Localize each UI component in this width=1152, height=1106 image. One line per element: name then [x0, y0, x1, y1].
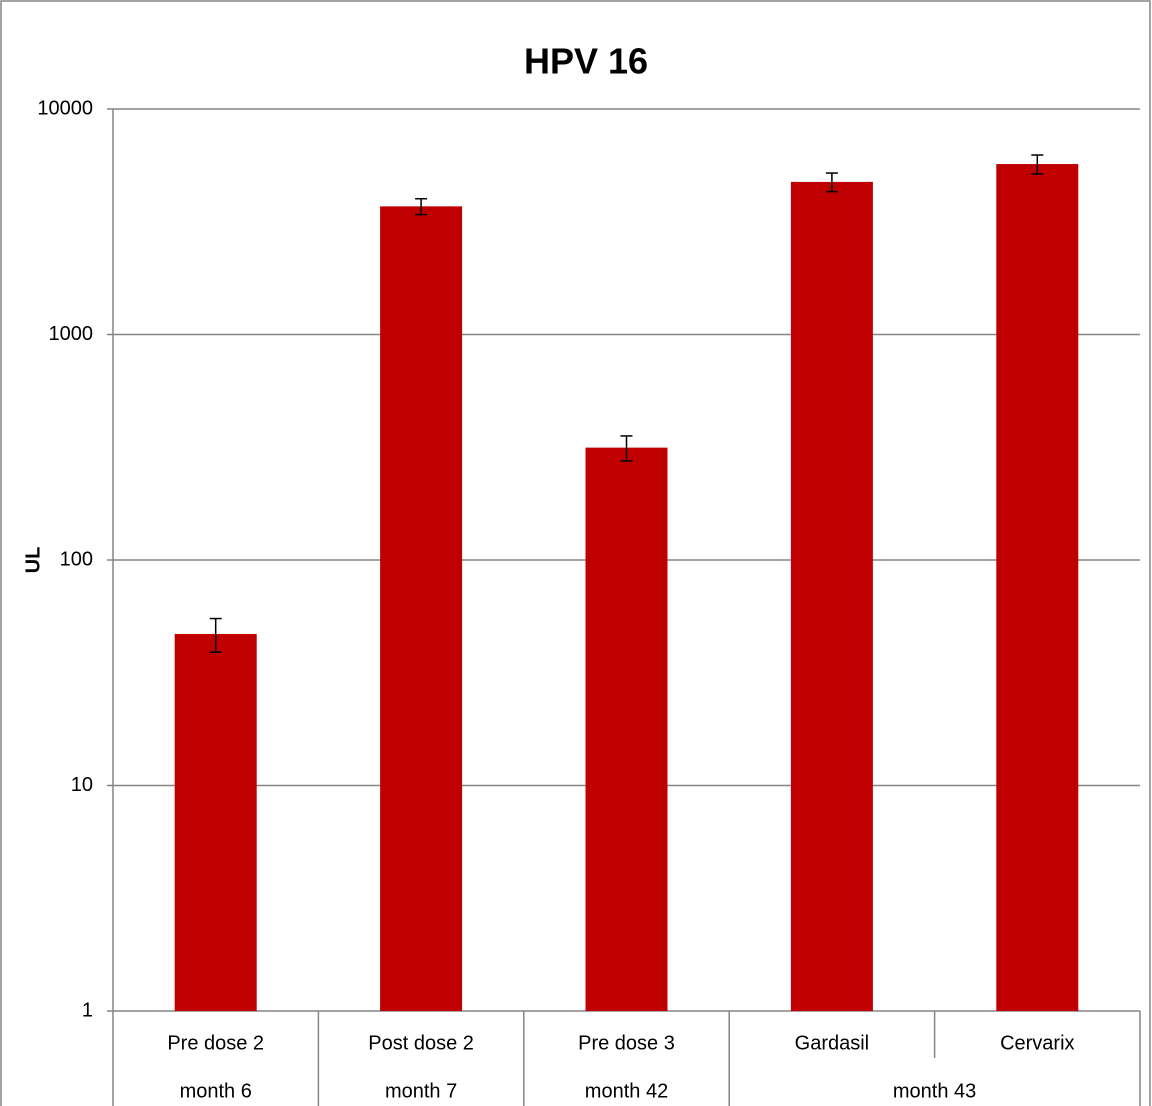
bar	[380, 206, 463, 1012]
y-tick-label: 100	[60, 548, 93, 570]
group-label: month 42	[585, 1080, 668, 1102]
chart-title: HPV 16	[524, 41, 648, 82]
error-bar	[1031, 154, 1044, 175]
y-tick-label: 10	[71, 774, 93, 796]
group-label: month 6	[180, 1080, 252, 1102]
error-bar	[825, 172, 838, 193]
bar	[790, 181, 873, 1012]
y-tick-label: 1	[82, 999, 93, 1021]
group-label: month 7	[385, 1080, 457, 1102]
bar	[585, 447, 668, 1011]
x-tick-label: Gardasil	[795, 1032, 869, 1054]
y-tick-label: 10000	[37, 97, 93, 119]
error-bar	[209, 617, 222, 653]
error-bar	[415, 197, 428, 216]
x-tick-label: Pre dose 3	[578, 1032, 675, 1054]
y-tick-label: 1000	[49, 323, 94, 345]
error-bar	[620, 435, 633, 462]
y-axis-label: UL	[22, 547, 44, 574]
bar	[996, 164, 1079, 1011]
bar	[174, 633, 257, 1011]
x-tick-label: Post dose 2	[368, 1032, 474, 1054]
group-label: month 43	[893, 1080, 976, 1102]
x-tick-label: Cervarix	[1000, 1032, 1074, 1054]
x-tick-label: Pre dose 2	[167, 1032, 264, 1054]
